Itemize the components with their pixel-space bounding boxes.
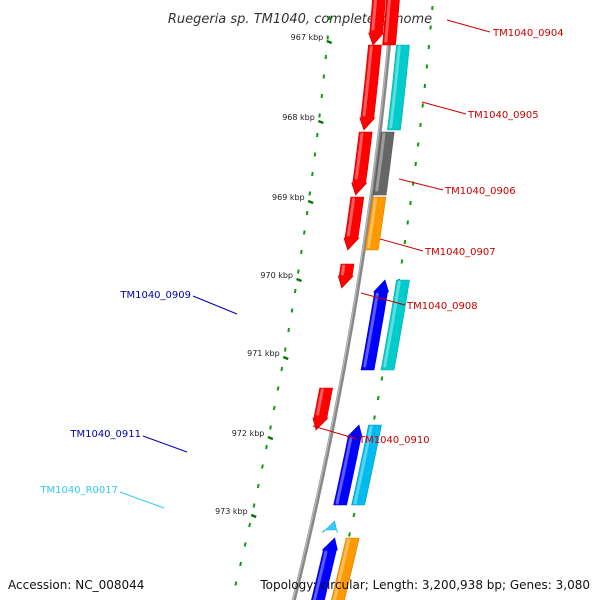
gc-dot-mark: [416, 142, 420, 147]
gc-dot-mark: [376, 395, 380, 401]
accession-label: Accession: NC_008044: [8, 578, 145, 592]
gc-dot-mark: [308, 191, 312, 196]
gc-dot-mark: [280, 366, 284, 372]
gene-tm1040_0906-arrow: [351, 131, 373, 196]
gc-dot-mark: [423, 83, 427, 89]
gc-dot-mark: [234, 581, 238, 586]
kbp-tick: [326, 39, 333, 45]
gene-unlabeled-arrow: [311, 537, 338, 600]
gc-dot-mark: [293, 288, 297, 294]
gene-tm1040_0908-arrow: [337, 263, 355, 289]
kbp-tick-label: 967 kbp: [291, 33, 324, 42]
gc-dot-mark: [276, 386, 280, 391]
kbp-tick: [267, 435, 274, 441]
gc-dot-mark: [283, 347, 287, 352]
gc-dot-mark: [303, 230, 306, 235]
gc-dot-mark: [400, 259, 404, 264]
gene-tm1040_0904-arrow: [368, 0, 386, 46]
gc-dot-mark: [322, 74, 326, 79]
kbp-tick: [282, 355, 289, 361]
gc-dot-mark: [380, 376, 384, 381]
gene-label-tm1040_0906[interactable]: TM1040_0906: [444, 186, 516, 197]
gc-dot-mark: [269, 425, 272, 430]
gc-dot-mark: [243, 542, 247, 547]
cog-tm1040_0906-bar: [372, 131, 395, 196]
gc-dot-mark: [311, 171, 314, 177]
kbp-tick: [296, 277, 302, 283]
gc-dot-mark: [261, 464, 264, 469]
gc-dot-mark: [256, 483, 260, 489]
gene-tm1040_r0017-arrow: [322, 520, 338, 534]
gene-label-leader: [379, 238, 424, 252]
gc-dot-mark: [406, 220, 409, 225]
gc-dot-mark: [290, 308, 294, 313]
kbp-tick-label: 973 kbp: [215, 507, 248, 516]
backbone-line: [291, 0, 396, 600]
kbp-tick: [317, 119, 324, 125]
gene-label-tm1040_0911[interactable]: TM1040_0911: [69, 429, 141, 440]
gene-tm1040_0907-arrow: [343, 196, 365, 251]
gc-dot-mark: [403, 239, 407, 245]
topology-summary: Topology: circular; Length: 3,200,938 bp…: [260, 578, 590, 592]
gene-label-tm1040_0907[interactable]: TM1040_0907: [424, 247, 496, 258]
gene-label-leader: [119, 491, 165, 509]
kbp-tick: [307, 199, 314, 205]
gene-label-leader: [312, 425, 358, 440]
gene-tm1040_0905-arrow: [359, 44, 382, 131]
genome-backbone: [291, 0, 396, 600]
kbp-tick-label: 968 kbp: [282, 113, 315, 122]
gene-label-tm1040_0904[interactable]: TM1040_0904: [492, 28, 564, 39]
gene-label-tm1040_0908[interactable]: TM1040_0908: [406, 301, 478, 312]
cog-unlabeled-bar: [331, 537, 360, 600]
kbp-tick: [250, 513, 257, 519]
cog-tm1040_0904-bar: [382, 0, 400, 46]
gc-dot-mark: [305, 210, 309, 216]
gc-dot-mark: [352, 512, 356, 518]
cog-tm1040_0905-bar: [387, 44, 410, 131]
cog-tm1040_0907-bar: [364, 196, 387, 251]
gene-tm1040_0911-arrow: [333, 424, 363, 506]
gc-dot-mark: [300, 249, 303, 255]
gene-tm1040_0910-arrow: [312, 387, 334, 431]
gc-dot-mark: [373, 415, 376, 420]
kbp-tick-label: 972 kbp: [232, 429, 265, 438]
gc-dot-mark: [414, 161, 417, 167]
kbp-tick-marks: 967 kbp 968 kbp 969 kbp 970 kbp 971 kbp 972 k…: [215, 33, 333, 519]
gc-dot-mark: [272, 405, 276, 411]
gc-dot-mark: [419, 122, 422, 128]
gene-label-leader: [360, 292, 406, 306]
gc-dot-mark: [409, 200, 412, 206]
gene-label-tm1040_0910[interactable]: TM1040_0910: [358, 435, 430, 446]
cog-tm1040_0911-bar: [351, 424, 382, 506]
map-title: Ruegeria sp. TM1040, complete genome: [168, 12, 432, 27]
gene-label-leader: [398, 178, 444, 191]
gene-labels: TM1040_0904 TM1040_0905 TM1040_0906 TM1040_…: [39, 19, 564, 509]
gc-dot-mark: [287, 327, 290, 333]
gc-dot-mark: [239, 561, 243, 567]
gc-dot-mark: [313, 152, 317, 157]
cog-tm1040_0909-bar: [380, 279, 410, 371]
gene-tm1040_0909-arrow: [360, 279, 390, 371]
gene-label-tm1040_0909[interactable]: TM1040_0909: [119, 290, 191, 301]
gene-features: [311, 0, 410, 600]
kbp-tick-label: 970 kbp: [260, 271, 293, 280]
gene-label-leader: [446, 19, 491, 33]
gc-dot-mark: [248, 522, 252, 528]
kbp-tick-label: 971 kbp: [247, 349, 280, 358]
backbone-highlight: [292, 0, 393, 600]
gene-label-leader: [142, 435, 188, 453]
gene-label-tm1040_r0017[interactable]: TM1040_R0017: [39, 485, 118, 496]
gc-dot-track: [234, 5, 434, 596]
gene-label-leader: [421, 101, 467, 115]
gc-dot-mark: [297, 269, 300, 274]
gc-dot-mark: [348, 532, 351, 537]
gene-label-leader: [192, 295, 238, 315]
gene-label-tm1040_0905[interactable]: TM1040_0905: [467, 110, 539, 121]
kbp-tick-label: 969 kbp: [272, 193, 305, 202]
gc-dot-mark: [265, 444, 268, 450]
gc-dot-mark: [252, 503, 256, 508]
